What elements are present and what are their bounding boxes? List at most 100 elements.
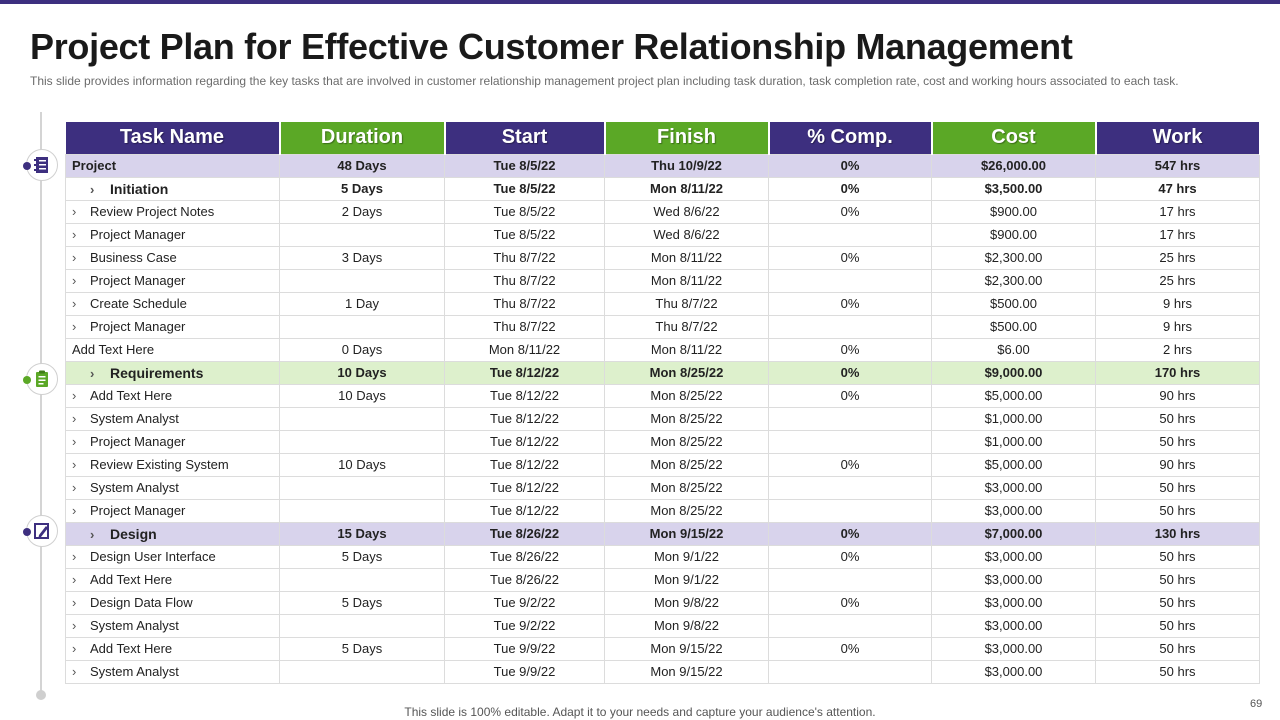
cell-duration: 15 Days (279, 521, 445, 546)
cell-duration (279, 314, 445, 339)
chevron-right-icon[interactable]: › (72, 595, 77, 610)
cell-cost: $2,300.00 (931, 268, 1096, 293)
cell-start: Tue 8/5/22 (444, 153, 605, 178)
chevron-right-icon[interactable]: › (72, 250, 77, 265)
cell-duration: 5 Days (279, 636, 445, 661)
chevron-right-icon[interactable]: › (90, 526, 95, 542)
cell-start: Tue 9/9/22 (444, 636, 605, 661)
cell-work: 25 hrs (1095, 245, 1260, 270)
task-name: Add Text Here (90, 641, 173, 656)
table-row: › Design Data Flow 5 Days Tue 9/2/22 Mon 9/8… (65, 590, 1260, 615)
cell-task: › Business Case (65, 245, 280, 270)
chevron-right-icon[interactable]: › (72, 388, 77, 403)
chevron-right-icon[interactable]: › (72, 319, 77, 334)
cell-duration: 48 Days (279, 153, 445, 178)
cell-work: 50 hrs (1095, 544, 1260, 569)
task-name: Requirements (110, 364, 204, 381)
chevron-right-icon[interactable]: › (72, 641, 77, 656)
chevron-right-icon[interactable]: › (90, 181, 95, 197)
header-finish: Finish (604, 122, 770, 154)
cell-cost: $5,000.00 (931, 452, 1096, 477)
cell-work: 25 hrs (1095, 268, 1260, 293)
cell-start: Tue 9/2/22 (444, 590, 605, 615)
header-task-name: Task Name (65, 122, 281, 154)
task-name: Project (72, 158, 117, 173)
cell-duration: 10 Days (279, 360, 445, 385)
chevron-right-icon[interactable]: › (72, 411, 77, 426)
table-row: › System Analyst Tue 8/12/22 Mon 8/25/22 $3,… (65, 475, 1260, 500)
cell-start: Tue 8/26/22 (444, 567, 605, 592)
project-plan-table: Task Name Duration Start Finish % Comp. … (65, 122, 1261, 684)
cell-cost: $3,500.00 (931, 176, 1096, 201)
cell-task: › Requirements (65, 360, 280, 385)
cell-start: Tue 8/5/22 (444, 199, 605, 224)
cell-comp (768, 429, 932, 454)
cell-cost: $1,000.00 (931, 429, 1096, 454)
chevron-right-icon[interactable]: › (72, 434, 77, 449)
chevron-right-icon[interactable]: › (72, 204, 77, 219)
page-number: 69 (1250, 698, 1263, 710)
cell-cost: $3,000.00 (931, 659, 1096, 684)
header-cost: Cost (931, 122, 1097, 154)
chevron-right-icon[interactable]: › (72, 227, 77, 242)
cell-work: 90 hrs (1095, 452, 1260, 477)
table-row: › System Analyst Tue 9/2/22 Mon 9/8/22 $3,00… (65, 613, 1260, 638)
table-row: › Project Manager Tue 8/5/22 Wed 8/6/22 $900… (65, 222, 1260, 247)
cell-finish: Mon 8/25/22 (604, 406, 769, 431)
cell-finish: Mon 8/25/22 (604, 475, 769, 500)
cell-duration (279, 498, 445, 523)
chevron-right-icon[interactable]: › (72, 480, 77, 495)
task-name: Create Schedule (90, 296, 187, 311)
chevron-right-icon[interactable]: › (72, 296, 77, 311)
cell-finish: Mon 8/11/22 (604, 245, 769, 270)
cell-finish: Mon 8/25/22 (604, 429, 769, 454)
cell-work: 9 hrs (1095, 291, 1260, 316)
cell-task: › Add Text Here (65, 636, 280, 661)
cell-start: Tue 8/12/22 (444, 360, 605, 385)
chevron-right-icon[interactable]: › (72, 273, 77, 288)
cell-start: Tue 9/2/22 (444, 613, 605, 638)
cell-comp (768, 475, 932, 500)
table-row: › Project Manager Tue 8/12/22 Mon 8/25/22 $1… (65, 429, 1260, 454)
cell-duration (279, 406, 445, 431)
cell-cost: $1,000.00 (931, 406, 1096, 431)
cell-duration: 5 Days (279, 590, 445, 615)
cell-cost: $500.00 (931, 291, 1096, 316)
chevron-right-icon[interactable]: › (72, 664, 77, 679)
cell-start: Tue 8/5/22 (444, 222, 605, 247)
chevron-right-icon[interactable]: › (90, 365, 95, 381)
cell-finish: Mon 8/11/22 (604, 268, 769, 293)
timeline-end-dot (36, 690, 46, 700)
chevron-right-icon[interactable]: › (72, 618, 77, 633)
cell-comp: 0% (768, 590, 932, 615)
cell-task: › System Analyst (65, 475, 280, 500)
table-header-row: Task Name Duration Start Finish % Comp. … (65, 122, 1261, 154)
cell-start: Tue 9/9/22 (444, 659, 605, 684)
chevron-right-icon[interactable]: › (72, 457, 77, 472)
cell-work: 9 hrs (1095, 314, 1260, 339)
cell-duration: 5 Days (279, 176, 445, 201)
cell-finish: Mon 8/25/22 (604, 383, 769, 408)
cell-task: Add Text Here (65, 337, 280, 362)
cell-finish: Mon 8/25/22 (604, 498, 769, 523)
task-name: System Analyst (90, 618, 179, 633)
cell-start: Mon 8/11/22 (444, 337, 605, 362)
cell-start: Tue 8/12/22 (444, 475, 605, 500)
chevron-right-icon[interactable]: › (72, 503, 77, 518)
cell-work: 50 hrs (1095, 406, 1260, 431)
cell-duration (279, 222, 445, 247)
cell-comp (768, 222, 932, 247)
cell-duration (279, 659, 445, 684)
table-row: › Project Manager Thu 8/7/22 Thu 8/7/22 $500… (65, 314, 1260, 339)
chevron-right-icon[interactable]: › (72, 549, 77, 564)
table-row: › Add Text Here Tue 8/26/22 Mon 9/1/22 $3,00… (65, 567, 1260, 592)
cell-comp: 0% (768, 245, 932, 270)
cell-cost: $2,300.00 (931, 245, 1096, 270)
chevron-right-icon[interactable]: › (72, 572, 77, 587)
cell-task: › Review Project Notes (65, 199, 280, 224)
cell-finish: Mon 8/25/22 (604, 360, 769, 385)
cell-comp (768, 613, 932, 638)
cell-comp: 0% (768, 636, 932, 661)
table-row: › Add Text Here 10 Days Tue 8/12/22 Mon 8/25… (65, 383, 1260, 408)
cell-duration: 10 Days (279, 383, 445, 408)
